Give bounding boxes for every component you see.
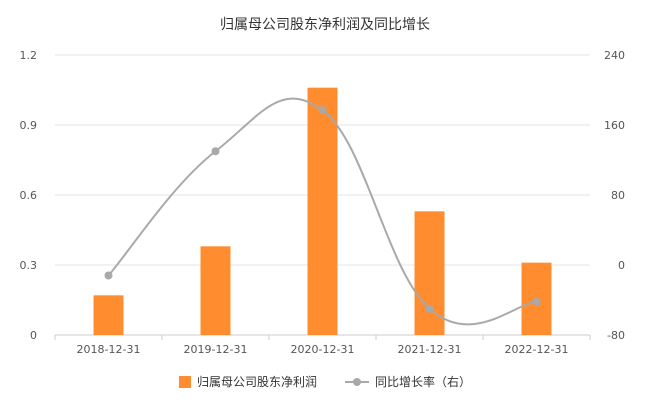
y-left-tick-label: 0.6 — [20, 189, 38, 202]
line-point — [532, 297, 541, 306]
bar — [93, 295, 124, 335]
x-tick-label: 2022-12-31 — [505, 343, 569, 356]
y-right-tick-label: 80 — [611, 189, 625, 202]
x-tick-label: 2020-12-31 — [291, 343, 355, 356]
y-right-tick-label: 160 — [604, 119, 625, 132]
line-point — [318, 106, 327, 115]
bar — [414, 211, 445, 335]
legend-item-bar[interactable]: 归属母公司股东净利润 — [178, 373, 317, 390]
bar — [200, 246, 231, 335]
legend-item-line[interactable]: 同比增长率（右） — [345, 373, 471, 390]
chart-title: 归属母公司股东净利润及同比增长 — [220, 17, 430, 33]
y-right-tick-label: -80 — [607, 329, 625, 342]
legend-line-label: 同比增长率（右） — [375, 375, 472, 389]
legend-bar-swatch — [178, 375, 191, 388]
y-right-tick-label: 240 — [604, 49, 625, 62]
line-point — [104, 271, 113, 280]
x-tick-label: 2019-12-31 — [184, 343, 248, 356]
y-left-tick-label: 0.3 — [20, 259, 38, 272]
x-tick-label: 2018-12-31 — [77, 343, 141, 356]
legend-line-swatch — [345, 376, 369, 388]
y-left-tick-label: 0 — [30, 329, 37, 342]
bar — [307, 87, 338, 336]
x-tick-label: 2021-12-31 — [398, 343, 462, 356]
y-left-tick-label: 0.9 — [20, 119, 38, 132]
legend: 归属母公司股东净利润 同比增长率（右） — [0, 373, 650, 390]
y-right-tick-label: 0 — [618, 259, 625, 272]
line-point — [425, 304, 434, 313]
y-left-tick-label: 1.2 — [20, 49, 38, 62]
line-point — [211, 147, 220, 156]
legend-bar-label: 归属母公司股东净利润 — [196, 375, 317, 389]
